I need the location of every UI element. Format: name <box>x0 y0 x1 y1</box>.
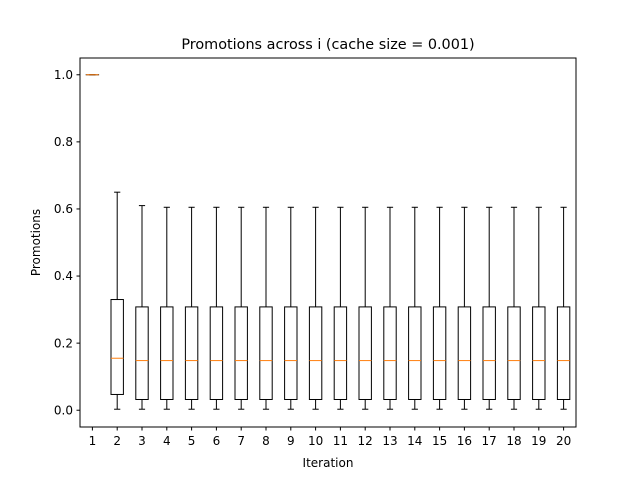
x-tick-label: 15 <box>432 434 447 448</box>
box-item <box>308 206 323 410</box>
chart-title: Promotions across i (cache size = 0.001) <box>181 37 474 53</box>
x-tick-label: 16 <box>457 434 472 448</box>
box-item <box>259 206 273 410</box>
box-item <box>457 206 472 410</box>
box-body <box>209 306 224 400</box>
box-item <box>383 206 397 410</box>
y-tick-label: 0.6 <box>54 202 73 216</box>
x-tick-label: 7 <box>237 434 245 448</box>
box-body <box>259 306 273 400</box>
box-body <box>457 306 472 400</box>
x-tick-label: 10 <box>308 434 323 448</box>
box-item <box>507 206 521 410</box>
box-item <box>135 205 149 410</box>
x-tick-label: 14 <box>407 434 422 448</box>
y-tick-label: 0.0 <box>54 403 73 417</box>
box-body <box>184 306 199 400</box>
boxes-layer <box>85 74 571 410</box>
x-axis-label: Iteration <box>303 456 354 470</box>
y-tick-label: 1.0 <box>54 68 73 82</box>
box-item <box>110 191 124 410</box>
box-body <box>135 306 149 400</box>
x-tick-label: 19 <box>531 434 546 448</box>
x-axis: 1 2 3 4 5 6 7 8 9 10 11 12 13 14 15 16 17 18 19 20 <box>89 427 571 448</box>
box-item <box>234 206 248 410</box>
y-tick-label: 0.4 <box>54 269 73 283</box>
box-body <box>160 306 174 400</box>
box-body <box>556 306 571 400</box>
x-tick-label: 12 <box>358 434 373 448</box>
box-body <box>284 306 298 400</box>
box-body <box>110 299 124 395</box>
x-tick-label: 20 <box>556 434 571 448</box>
box-body <box>532 306 546 400</box>
box-item <box>532 206 546 410</box>
x-tick-label: 5 <box>188 434 196 448</box>
x-tick-label: 17 <box>482 434 497 448</box>
box-item <box>160 206 174 410</box>
x-tick-label: 9 <box>287 434 295 448</box>
plot-area-frame <box>79 57 577 428</box>
x-tick-label: 8 <box>262 434 270 448</box>
box-item <box>482 206 496 410</box>
y-tick-label: 0.2 <box>54 336 73 350</box>
y-axis: 0.0 0.2 0.4 0.6 0.8 1.0 <box>54 68 80 417</box>
x-tick-label: 13 <box>382 434 397 448</box>
box-body <box>482 306 496 400</box>
y-tick-label: 0.8 <box>54 135 73 149</box>
box-body <box>507 306 521 400</box>
box-item <box>358 206 372 410</box>
box-item <box>209 206 224 410</box>
x-tick-label: 18 <box>506 434 521 448</box>
box-body <box>308 306 323 400</box>
box-body <box>408 306 422 400</box>
box-item <box>556 206 571 410</box>
x-tick-label: 4 <box>163 434 171 448</box>
x-tick-label: 6 <box>213 434 221 448</box>
box-item <box>333 206 348 410</box>
y-axis-label: Promotions <box>29 209 43 276</box>
x-tick-label: 11 <box>333 434 348 448</box>
box-body <box>358 306 372 400</box>
x-tick-label: 1 <box>89 434 97 448</box>
box-item <box>432 206 447 410</box>
box-body <box>234 306 248 400</box>
x-tick-label: 2 <box>113 434 121 448</box>
x-tick-label: 3 <box>138 434 146 448</box>
box-item <box>284 206 298 410</box>
box-item <box>408 206 422 410</box>
box-body <box>333 306 348 400</box>
box-body <box>432 306 447 400</box>
box-item <box>184 206 199 410</box>
box-body <box>383 306 397 400</box>
